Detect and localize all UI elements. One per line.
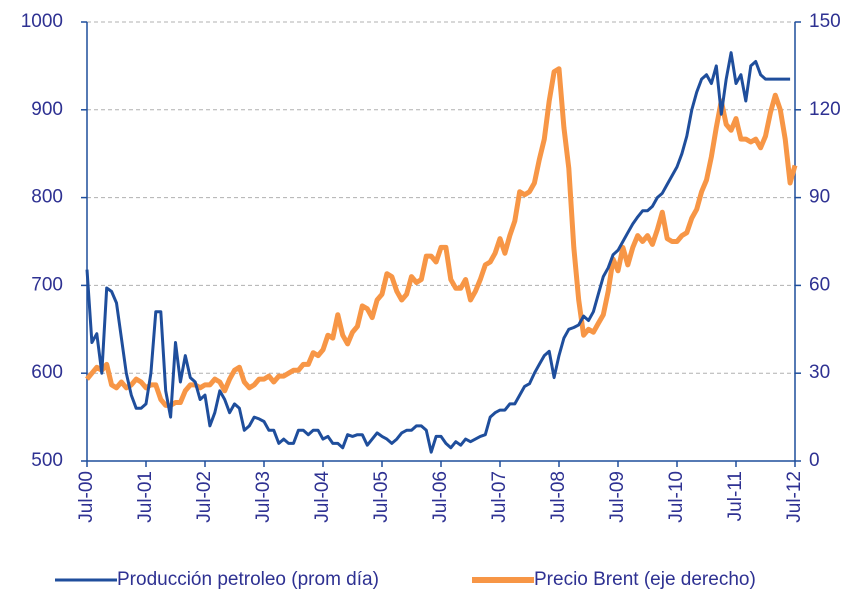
y2-tick-label: 60	[809, 274, 830, 295]
y2-tick-label: 0	[809, 450, 820, 471]
x-tick-label: Jul-11	[725, 471, 746, 521]
y-tick-label: 600	[31, 362, 63, 383]
series-line	[85, 66, 798, 408]
y2-tick-label: 120	[809, 99, 841, 120]
y-tick-label: 700	[31, 274, 63, 295]
x-tick-label: Jul-10	[666, 471, 687, 523]
x-tick-label: Jul-01	[135, 471, 156, 523]
y2-tick-label: 30	[809, 362, 830, 383]
x-tick-label: Jul-08	[548, 471, 569, 523]
y-tick-label: 800	[31, 187, 63, 208]
series-line	[85, 51, 791, 454]
y-tick-label: 500	[31, 450, 63, 471]
legend-label: Producción petroleo (prom día)	[117, 569, 379, 590]
y-tick-label: 900	[31, 99, 63, 120]
y2-tick-label: 90	[809, 187, 830, 208]
x-tick-label: Jul-05	[371, 471, 392, 523]
x-tick-label: Jul-02	[194, 471, 215, 523]
x-tick-label: Jul-00	[76, 471, 97, 523]
x-tick-label: Jul-12	[784, 471, 805, 523]
x-tick-label: Jul-09	[607, 471, 628, 523]
x-tick-label: Jul-04	[312, 471, 333, 523]
y2-tick-label: 150	[809, 11, 841, 32]
x-tick-label: Jul-03	[253, 471, 274, 523]
y-tick-label: 1000	[21, 11, 63, 32]
x-tick-label: Jul-07	[489, 471, 510, 523]
x-tick-label: Jul-06	[430, 471, 451, 523]
legend-label: Precio Brent (eje derecho)	[534, 569, 756, 590]
